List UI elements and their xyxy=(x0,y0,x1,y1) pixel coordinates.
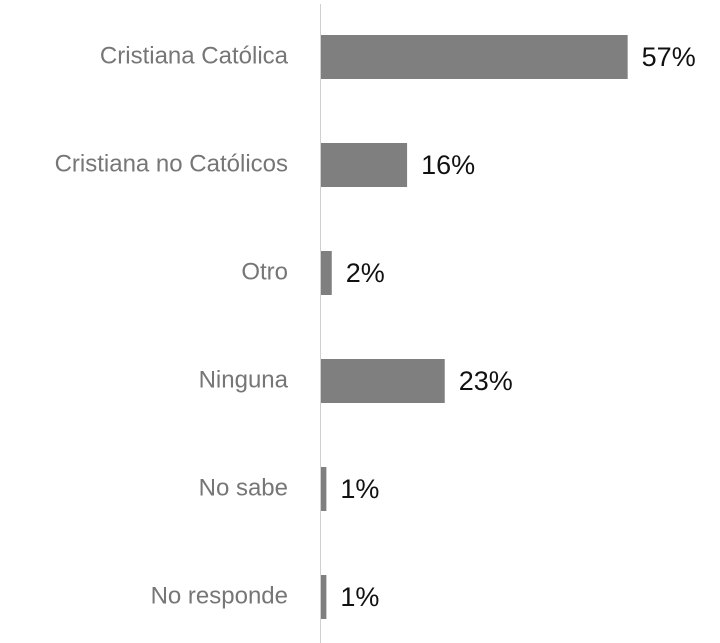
category-label: Cristiana Católica xyxy=(100,42,289,69)
category-label: Cristiana no Católicos xyxy=(55,150,288,177)
bar xyxy=(321,251,332,295)
data-label: 16% xyxy=(421,150,475,180)
category-label: No sabe xyxy=(199,474,288,501)
category-label: Otro xyxy=(241,258,288,285)
data-label: 23% xyxy=(459,366,513,396)
data-label: 57% xyxy=(642,42,696,72)
data-label: 1% xyxy=(340,582,379,612)
bar xyxy=(321,35,628,79)
bar xyxy=(321,359,445,403)
bar xyxy=(321,575,327,619)
bar xyxy=(321,467,327,511)
category-label: No responde xyxy=(151,582,288,609)
data-label: 1% xyxy=(340,474,379,504)
data-label: 2% xyxy=(346,258,385,288)
category-label: Ninguna xyxy=(199,366,289,393)
bar xyxy=(321,143,408,187)
